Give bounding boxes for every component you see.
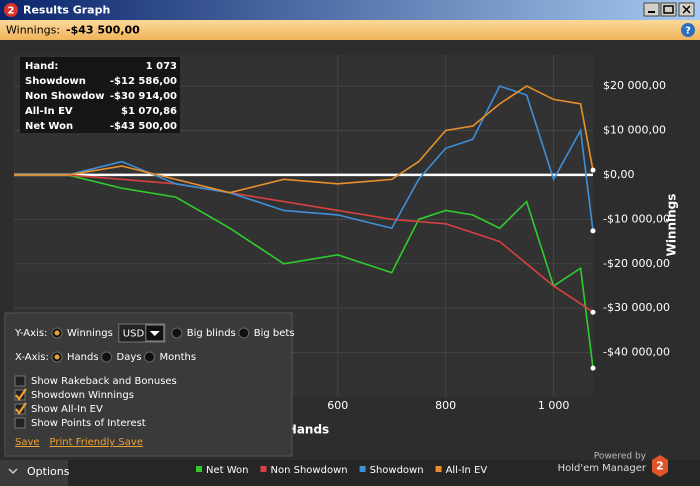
radio-label[interactable]: Winnings (67, 328, 113, 339)
legend: Net Won Non Showdown Showdown All-In EV (196, 465, 487, 476)
radio-dot (54, 354, 60, 360)
end-point (590, 309, 596, 315)
close-glyph (682, 5, 691, 14)
stat-value: -$30 914,00 (110, 91, 177, 102)
legend-swatch (260, 466, 267, 472)
checkbox-label[interactable]: Showdown Winnings (31, 390, 134, 401)
radio-label[interactable]: Big bets (254, 328, 295, 339)
checkbox[interactable] (14, 375, 26, 387)
bottom-bar (0, 460, 700, 486)
legend-label: Non Showdown (271, 465, 348, 476)
minimize-button[interactable] (643, 2, 660, 17)
stat-label: Hand: (25, 61, 58, 72)
link[interactable]: Save (15, 437, 40, 448)
legend-label: Net Won (206, 465, 249, 476)
checkbox[interactable] (14, 403, 26, 415)
legend-label: Showdown (370, 465, 424, 476)
series-line (14, 174, 594, 369)
y-tick-label: $0,00 (603, 168, 635, 181)
stat-value: $1 070,86 (121, 106, 177, 117)
options-toggle-text[interactable]: Options (27, 465, 70, 478)
end-point (590, 167, 596, 173)
app-icon-text: 2 (8, 6, 15, 17)
radio-dot (54, 330, 60, 336)
radio-button[interactable] (171, 327, 183, 339)
series-line (14, 85, 594, 194)
options-panel: Y-Axis: Winnings USD Big blinds Big bets X-Ax… (4, 312, 295, 457)
checkbox[interactable] (14, 389, 26, 401)
check-mark (15, 402, 27, 415)
y-tick-label: -$20 000,00 (603, 257, 670, 270)
checkbox-label[interactable]: Show All-In EV (31, 404, 103, 415)
options-toggle[interactable] (0, 460, 68, 486)
window-title: Results Graph (23, 4, 110, 17)
stat-value: -$43 500,00 (110, 121, 177, 132)
legend-swatch (435, 466, 442, 472)
radio-label[interactable]: Hands (67, 352, 99, 363)
stat-label: Showdown (25, 76, 86, 87)
stats-background (20, 57, 180, 133)
end-point (590, 228, 596, 234)
maximize-glyph (663, 5, 674, 14)
help-button[interactable] (681, 23, 695, 37)
x-tick-label: 800 (435, 399, 456, 412)
app-icon (4, 3, 18, 17)
check-mark (15, 388, 27, 401)
currency-value: USD (123, 329, 145, 340)
radio-label[interactable]: Big blinds (187, 328, 236, 339)
y-tick-label: -$10 000,00 (603, 212, 670, 225)
end-point (590, 365, 596, 371)
radio-button[interactable] (144, 351, 156, 363)
header-bar (0, 20, 700, 40)
brand-logo (652, 455, 668, 477)
radio-button[interactable] (101, 351, 113, 363)
legend-swatch (359, 466, 366, 472)
x-tick-label: 600 (327, 399, 348, 412)
checkbox-label[interactable]: Show Rakeback and Bonuses (31, 376, 177, 387)
series-line (14, 174, 594, 313)
link[interactable]: Print Friendly Save (50, 437, 143, 448)
legend-swatch (196, 466, 202, 472)
x-axis-label: X-Axis: (15, 352, 49, 363)
legend-label: All-In EV (446, 465, 488, 476)
window-buttons[interactable] (643, 2, 695, 17)
stat-label: Non Showdow (25, 91, 105, 102)
checkbox[interactable] (14, 417, 26, 429)
stat-label: All-In EV (25, 106, 73, 117)
title-bar (0, 0, 700, 20)
toggle-arrow (8, 468, 18, 475)
y-tick-label: -$40 000,00 (603, 346, 670, 359)
y-axis-label: Y-Axis: (14, 328, 47, 339)
y-tick-label: -$30 000,00 (603, 301, 670, 314)
brand-logo-text: 2 (656, 460, 664, 473)
checkbox-label[interactable]: Show Points of Interest (31, 418, 146, 429)
radio-label[interactable]: Months (160, 352, 197, 363)
brand: Hold'em Manager (558, 463, 647, 474)
stat-label: Net Won (25, 121, 73, 132)
y-axis-title: Winnings (665, 194, 679, 257)
y-tick-label: $10 000,00 (603, 124, 666, 137)
radio-label[interactable]: Days (117, 352, 142, 363)
help-glyph: ? (685, 26, 691, 37)
stat-value: -$12 586,00 (110, 76, 177, 87)
header-label: Winnings: (6, 24, 60, 37)
x-tick-label: 1 000 (538, 399, 570, 412)
x-axis-title: Hands (287, 423, 329, 437)
stats-box: Hand: 1 073 Showdown -$12 586,00 Non Showdow… (20, 57, 180, 133)
radio-button[interactable] (238, 327, 250, 339)
powered-by: Powered by (594, 452, 647, 462)
stat-value: 1 073 (146, 61, 177, 72)
select-arrow (149, 331, 160, 336)
y-tick-label: $20 000,00 (603, 79, 666, 92)
header-value: -$43 500,00 (66, 24, 140, 37)
